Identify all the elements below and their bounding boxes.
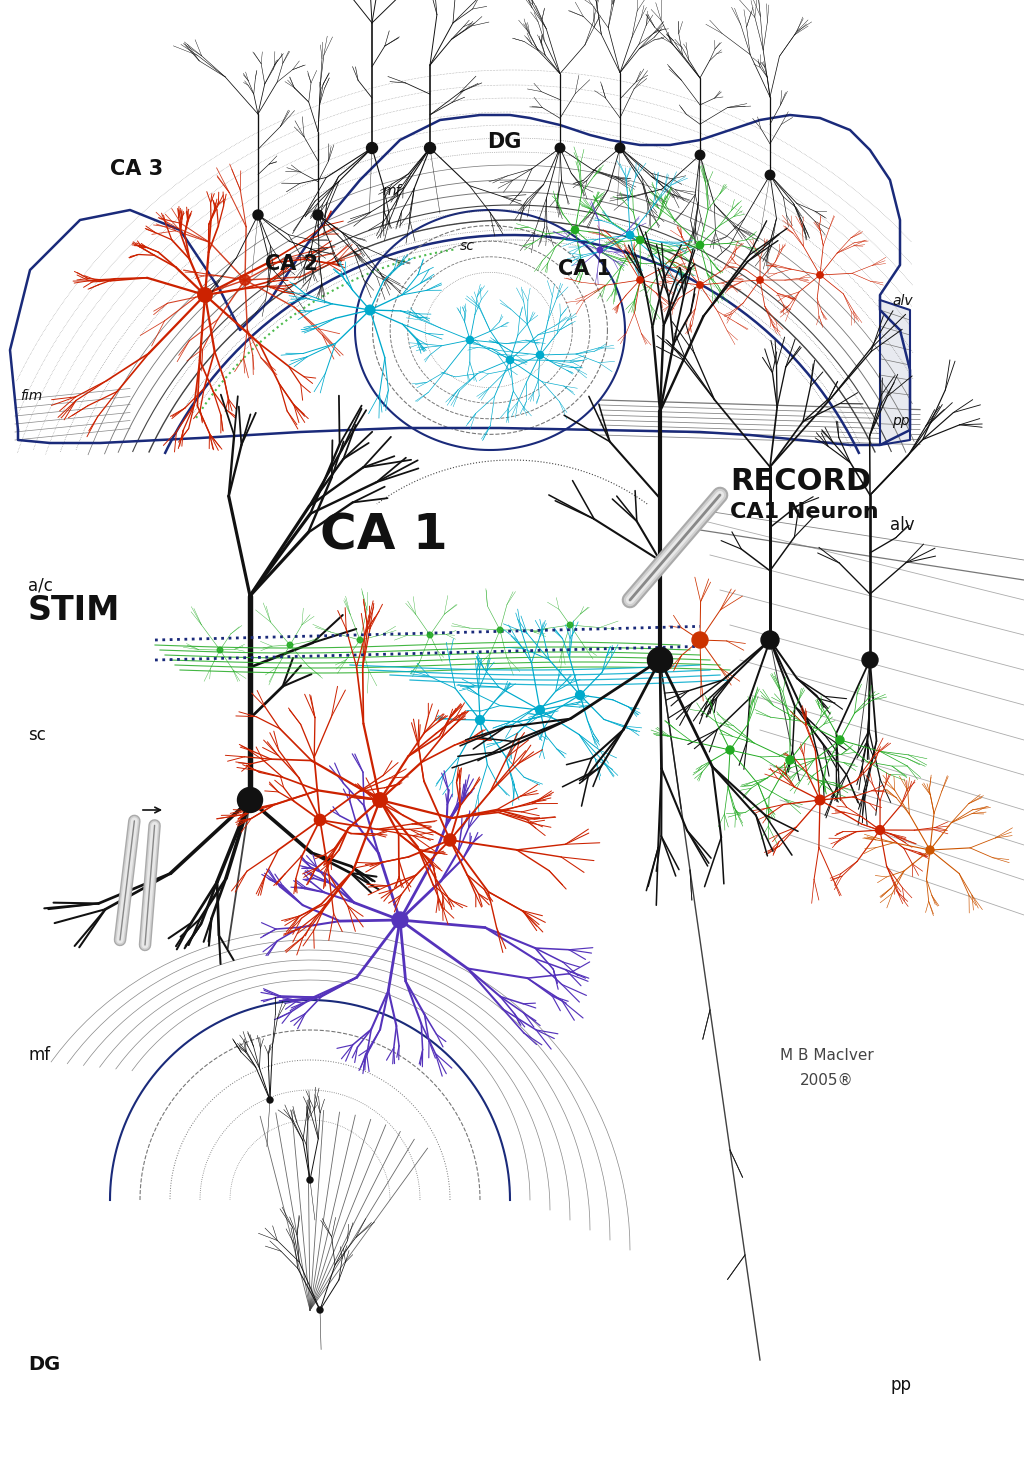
Text: alv: alv: [892, 294, 912, 308]
Circle shape: [507, 357, 514, 364]
Circle shape: [537, 351, 544, 358]
Circle shape: [926, 846, 934, 854]
Circle shape: [427, 632, 433, 637]
Text: 2005®: 2005®: [800, 1073, 854, 1088]
Text: mf: mf: [28, 1045, 50, 1064]
Text: DG: DG: [28, 1355, 60, 1374]
Circle shape: [253, 211, 263, 219]
Circle shape: [444, 833, 456, 846]
Circle shape: [373, 792, 387, 807]
Circle shape: [287, 642, 293, 648]
Text: CA 2: CA 2: [265, 254, 318, 273]
Text: pp: pp: [892, 414, 909, 428]
Text: STIM: STIM: [28, 594, 121, 627]
Text: a/c: a/c: [28, 576, 53, 594]
Text: sc: sc: [28, 727, 46, 744]
Text: RECORD: RECORD: [730, 466, 871, 496]
Circle shape: [726, 746, 734, 754]
Circle shape: [575, 690, 585, 699]
Text: fim: fim: [20, 389, 42, 404]
Circle shape: [815, 795, 824, 804]
Text: M B MacIver: M B MacIver: [780, 1048, 873, 1063]
Circle shape: [597, 247, 603, 253]
Circle shape: [267, 1096, 273, 1102]
Circle shape: [695, 151, 705, 159]
Circle shape: [366, 306, 375, 314]
Circle shape: [307, 1177, 313, 1183]
Circle shape: [637, 276, 643, 284]
Text: CA1 Neuron: CA1 Neuron: [730, 501, 879, 522]
Circle shape: [862, 652, 878, 668]
Circle shape: [627, 231, 634, 238]
Circle shape: [498, 627, 503, 633]
Circle shape: [696, 282, 703, 288]
Circle shape: [313, 211, 323, 219]
Circle shape: [615, 143, 625, 152]
Text: alv: alv: [890, 516, 914, 534]
Circle shape: [198, 288, 212, 303]
Circle shape: [786, 756, 794, 765]
Circle shape: [567, 623, 572, 627]
Text: CA 1: CA 1: [558, 259, 611, 279]
Circle shape: [314, 814, 326, 826]
Circle shape: [536, 706, 545, 715]
Circle shape: [817, 272, 823, 278]
Circle shape: [765, 170, 775, 180]
Circle shape: [217, 648, 223, 654]
Text: CA 1: CA 1: [319, 512, 447, 560]
Circle shape: [317, 1307, 323, 1313]
Circle shape: [876, 826, 885, 835]
Circle shape: [761, 632, 779, 649]
Text: DG: DG: [487, 132, 521, 152]
Circle shape: [647, 648, 673, 673]
Circle shape: [692, 632, 708, 648]
Circle shape: [240, 275, 250, 285]
Circle shape: [836, 735, 844, 744]
Circle shape: [466, 336, 473, 344]
Text: pp: pp: [890, 1376, 911, 1393]
Circle shape: [392, 912, 408, 928]
Circle shape: [367, 142, 378, 154]
Circle shape: [696, 636, 703, 643]
Polygon shape: [10, 115, 910, 444]
Circle shape: [696, 241, 703, 249]
Text: mf: mf: [383, 184, 401, 197]
Circle shape: [238, 788, 262, 813]
Circle shape: [571, 227, 579, 234]
Text: CA 3: CA 3: [110, 159, 163, 178]
Circle shape: [636, 237, 644, 244]
Circle shape: [555, 143, 565, 152]
Circle shape: [425, 142, 435, 154]
Circle shape: [357, 637, 362, 643]
Circle shape: [475, 715, 484, 724]
Text: sc: sc: [460, 238, 475, 253]
Circle shape: [757, 276, 763, 284]
Polygon shape: [880, 300, 910, 444]
